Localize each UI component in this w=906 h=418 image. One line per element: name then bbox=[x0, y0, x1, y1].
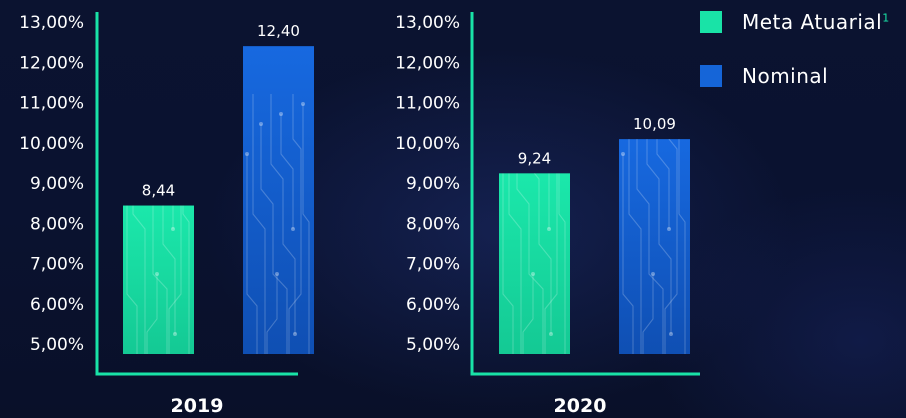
y-tick-label: 8,00% bbox=[406, 214, 460, 234]
y-tick-label: 13,00% bbox=[19, 13, 84, 33]
y-tick-label: 5,00% bbox=[30, 335, 84, 355]
bar-value-label: 8,44 bbox=[142, 182, 175, 200]
y-tick-label: 6,00% bbox=[30, 295, 84, 315]
legend-footnote-marker: 1 bbox=[882, 11, 890, 25]
y-tick-label: 5,00% bbox=[406, 335, 460, 355]
legend: Meta Atuarial1 Nominal bbox=[700, 8, 890, 116]
y-tick-label: 10,00% bbox=[19, 134, 84, 154]
y-tick-label: 8,00% bbox=[30, 214, 84, 234]
legend-item-nominal: Nominal bbox=[700, 62, 890, 90]
chart-panel-2019: 5,00% 6,00% 7,00% 8,00% 9,00% 10,00% 11,00% 12,… bbox=[19, 12, 314, 417]
y-tick-label: 13,00% bbox=[395, 13, 460, 33]
legend-swatch-meta-atuarial bbox=[700, 11, 722, 33]
bar-value-label: 10,09 bbox=[633, 115, 676, 133]
y-tick-label: 6,00% bbox=[406, 295, 460, 315]
y-tick-label: 7,00% bbox=[406, 255, 460, 275]
bar-nominal bbox=[619, 139, 690, 354]
y-tick-label: 7,00% bbox=[30, 255, 84, 275]
y-tick-label: 11,00% bbox=[395, 94, 460, 114]
y-tick-label: 12,00% bbox=[395, 53, 460, 73]
y-tick-label: 9,00% bbox=[30, 174, 84, 194]
bar-value-label: 12,40 bbox=[257, 22, 300, 40]
chart-panel-2020: 5,00% 6,00% 7,00% 8,00% 9,00% 10,00% 11,00% 12,… bbox=[395, 12, 700, 417]
bar-nominal bbox=[243, 46, 314, 355]
y-tick-label: 9,00% bbox=[406, 174, 460, 194]
bar-meta-atuarial bbox=[499, 173, 570, 354]
bar-value-label: 9,24 bbox=[518, 149, 551, 167]
legend-label-meta-atuarial: Meta Atuarial1 bbox=[742, 10, 890, 34]
axis-line bbox=[95, 12, 298, 376]
y-tick-label: 12,00% bbox=[19, 53, 84, 73]
y-tick-label: 11,00% bbox=[19, 94, 84, 114]
bar-meta-atuarial bbox=[123, 205, 194, 354]
legend-item-meta-atuarial: Meta Atuarial1 bbox=[700, 8, 890, 36]
legend-swatch-nominal bbox=[700, 65, 722, 87]
legend-label-nominal: Nominal bbox=[742, 64, 829, 88]
y-tick-label: 10,00% bbox=[395, 134, 460, 154]
x-category-label: 2019 bbox=[171, 395, 224, 417]
axis-line bbox=[470, 12, 700, 376]
x-category-label: 2020 bbox=[554, 395, 607, 417]
